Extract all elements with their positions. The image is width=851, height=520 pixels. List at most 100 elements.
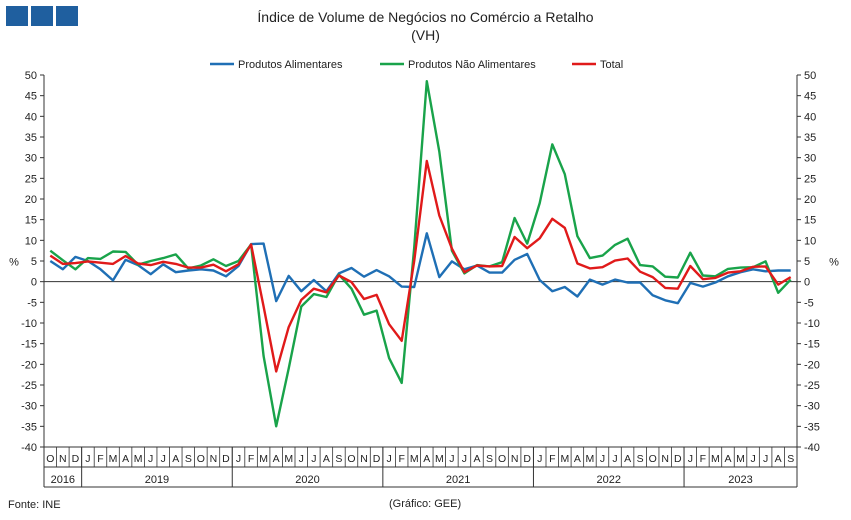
- month-tick-label: J: [750, 453, 755, 465]
- y-tick-label-right: 40: [804, 111, 816, 123]
- month-tick-label: D: [373, 453, 381, 465]
- chart-title: Índice de Volume de Negócios no Comércio…: [257, 9, 594, 25]
- y-tick-label-left: 10: [25, 235, 37, 247]
- month-tick-label: J: [311, 453, 316, 465]
- month-tick-label: F: [700, 453, 706, 465]
- month-tick-label: O: [197, 453, 205, 465]
- y-tick-label-left: -20: [21, 359, 37, 371]
- y-tick-label-left: -25: [21, 380, 37, 392]
- month-tick-label: N: [360, 453, 368, 465]
- month-tick-label: S: [486, 453, 493, 465]
- month-tick-label: J: [688, 453, 693, 465]
- month-tick-label: N: [511, 453, 519, 465]
- month-tick-label: M: [435, 453, 444, 465]
- y-tick-label-left: -40: [21, 442, 37, 454]
- month-tick-label: A: [122, 453, 129, 465]
- month-tick-label: F: [549, 453, 555, 465]
- month-tick-label: M: [711, 453, 720, 465]
- month-tick-label: D: [523, 453, 531, 465]
- month-tick-label: A: [473, 453, 480, 465]
- month-tick-label: F: [97, 453, 103, 465]
- year-label: 2019: [145, 474, 169, 486]
- month-tick-label: A: [172, 453, 179, 465]
- chart-subtitle: (VH): [411, 27, 440, 43]
- y-tick-label-right: -15: [804, 339, 820, 351]
- year-label: 2023: [728, 474, 752, 486]
- y-tick-label-right: -10: [804, 318, 820, 330]
- y-tick-label-right: 30: [804, 153, 816, 165]
- month-tick-label: F: [248, 453, 254, 465]
- y-tick-label-left: 50: [25, 70, 37, 82]
- month-tick-label: M: [736, 453, 745, 465]
- y-tick-label-right: 35: [804, 132, 816, 144]
- y-axis-label-left: %: [9, 257, 19, 269]
- month-tick-label: A: [423, 453, 430, 465]
- series-line-0: [49, 232, 791, 305]
- logo-block-2: [31, 6, 53, 26]
- month-tick-label: J: [612, 453, 617, 465]
- y-tick-label-right: 25: [804, 173, 816, 185]
- y-tick-label-right: 50: [804, 70, 816, 82]
- y-tick-label-right: -25: [804, 380, 820, 392]
- month-tick-label: N: [210, 453, 218, 465]
- month-tick-label: N: [59, 453, 67, 465]
- month-tick-label: M: [259, 453, 268, 465]
- y-tick-label-left: 25: [25, 173, 37, 185]
- month-tick-label: S: [637, 453, 644, 465]
- logo-block-1: [6, 6, 28, 26]
- year-label: 2022: [597, 474, 621, 486]
- y-axis-label-right: %: [829, 257, 839, 269]
- month-tick-label: M: [410, 453, 419, 465]
- legend-label-2: Total: [600, 59, 623, 71]
- y-tick-label-right: -5: [804, 297, 814, 309]
- month-tick-label: J: [537, 453, 542, 465]
- month-tick-label: F: [398, 453, 404, 465]
- y-tick-label-right: 45: [804, 91, 816, 103]
- y-tick-label-left: 30: [25, 153, 37, 165]
- month-tick-label: J: [85, 453, 90, 465]
- credit-note: (Gráfico: GEE): [389, 498, 462, 510]
- year-label: 2016: [51, 474, 75, 486]
- month-tick-label: J: [236, 453, 241, 465]
- month-tick-label: M: [560, 453, 569, 465]
- month-tick-label: M: [109, 453, 118, 465]
- logo-block-3: [56, 6, 78, 26]
- month-tick-label: A: [273, 453, 280, 465]
- y-tick-label-left: 20: [25, 194, 37, 206]
- y-tick-label-left: 0: [31, 277, 37, 289]
- y-tick-label-right: 0: [804, 277, 810, 289]
- legend-label-0: Produtos Alimentares: [238, 59, 343, 71]
- month-tick-label: A: [724, 453, 731, 465]
- y-tick-label-left: 40: [25, 111, 37, 123]
- y-tick-label-left: -15: [21, 339, 37, 351]
- y-tick-label-left: 35: [25, 132, 37, 144]
- y-tick-label-right: -20: [804, 359, 820, 371]
- month-tick-label: D: [72, 453, 80, 465]
- series-line-2: [49, 159, 792, 373]
- month-tick-label: M: [586, 453, 595, 465]
- month-tick-label: J: [299, 453, 304, 465]
- month-tick-label: A: [624, 453, 631, 465]
- y-tick-label-left: 15: [25, 215, 37, 227]
- month-tick-label: O: [498, 453, 506, 465]
- month-tick-label: J: [462, 453, 467, 465]
- month-tick-label: J: [387, 453, 392, 465]
- year-label: 2020: [295, 474, 319, 486]
- y-tick-label-right: -35: [804, 421, 820, 433]
- month-tick-label: M: [284, 453, 293, 465]
- month-tick-label: S: [787, 453, 794, 465]
- month-tick-label: A: [323, 453, 330, 465]
- y-tick-label-right: -40: [804, 442, 820, 454]
- month-tick-label: S: [335, 453, 342, 465]
- month-tick-label: O: [347, 453, 355, 465]
- month-tick-label: A: [574, 453, 581, 465]
- y-tick-label-left: 45: [25, 91, 37, 103]
- series-line-1: [49, 79, 792, 428]
- month-tick-label: D: [674, 453, 682, 465]
- y-tick-label-left: -5: [27, 297, 37, 309]
- month-tick-label: O: [46, 453, 54, 465]
- y-tick-label-right: 10: [804, 235, 816, 247]
- month-tick-label: J: [449, 453, 454, 465]
- y-tick-label-left: -35: [21, 421, 37, 433]
